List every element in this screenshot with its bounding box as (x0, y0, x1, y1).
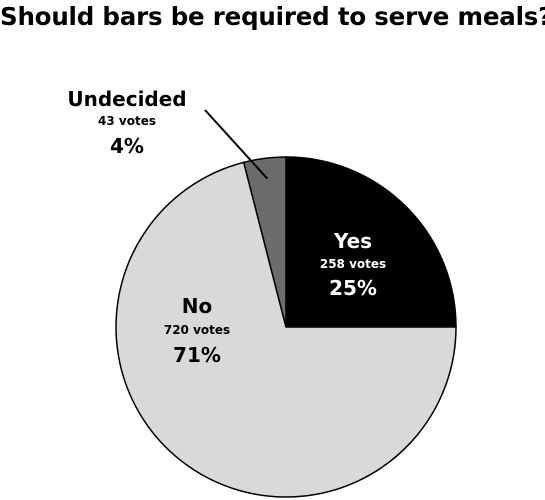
slice-label-no: No 720 votes 71% (164, 294, 230, 367)
slice-name-no: No (182, 294, 212, 318)
slice-percent-no: 71% (173, 343, 221, 367)
slice-percent-yes: 25% (329, 276, 377, 300)
slice-name-yes: Yes (333, 229, 372, 253)
undecided-leader-line (204, 109, 269, 180)
slice-label-undecided: Undecided 43 votes 4% (67, 87, 186, 158)
pie-slice-yes (285, 156, 457, 328)
pie-slice-no (115, 161, 457, 498)
slice-votes-no: 720 votes (164, 323, 230, 337)
slice-votes-yes: 258 votes (320, 257, 386, 271)
chart-title: Should bars be required to serve meals? (0, 2, 545, 31)
pie-slices (115, 156, 457, 498)
slice-votes-undecided: 43 votes (98, 114, 156, 128)
pie-slice-undecided (242, 156, 287, 328)
slice-percent-undecided: 4% (110, 134, 144, 158)
slice-name-undecided: Undecided (67, 87, 186, 111)
slice-label-yes: Yes 258 votes 25% (320, 229, 386, 300)
